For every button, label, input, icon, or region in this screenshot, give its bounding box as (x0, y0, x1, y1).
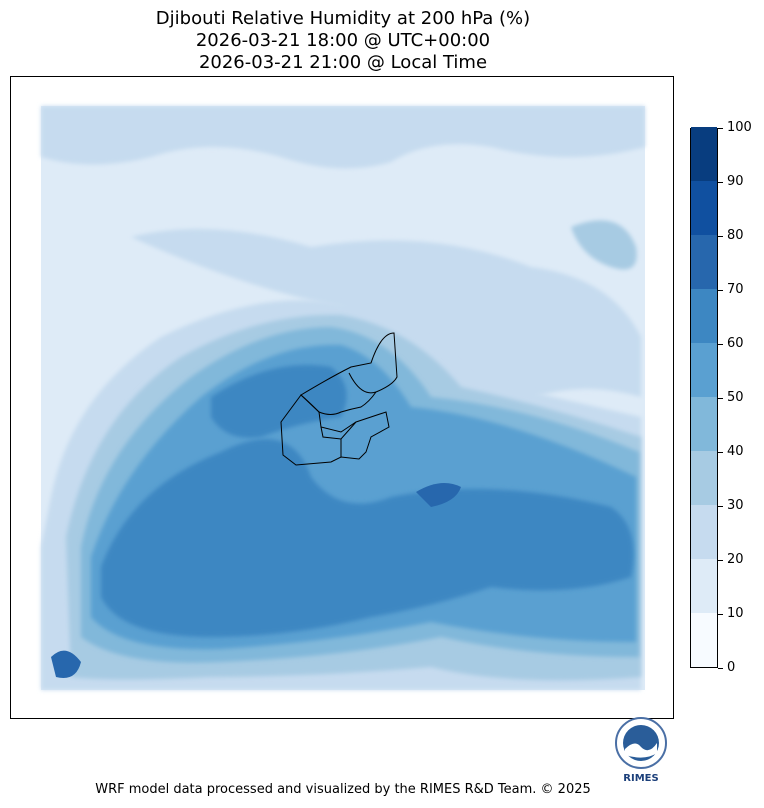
colorbar (690, 126, 718, 668)
colorbar-segment (691, 234, 717, 289)
colorbar-segment (691, 126, 717, 181)
colorbar-tick (718, 614, 723, 615)
colorbar-segment (691, 396, 717, 451)
contour-band-60 (211, 365, 347, 438)
colorbar-tick-label: 80 (727, 228, 744, 243)
colorbar-tick-label: 50 (727, 390, 744, 405)
colorbar-tick-label: 0 (727, 660, 736, 675)
colorbar-tick-label: 100 (727, 120, 752, 135)
colorbar-tick (718, 560, 723, 561)
colorbar-tick (718, 452, 723, 453)
colorbar-tick (718, 506, 723, 507)
contour-band-20 (41, 106, 645, 169)
colorbar-tick (718, 398, 723, 399)
colorbar-segment (691, 504, 717, 559)
colorbar-segment (691, 450, 717, 505)
colorbar-segment (691, 342, 717, 397)
colorbar-tick (718, 182, 723, 183)
logo-text: RIMES (623, 773, 658, 784)
map-frame[interactable]: RIMES (10, 76, 674, 784)
country-border (280, 332, 398, 466)
contour-band-60 (101, 439, 634, 637)
colorbar-tick-label: 30 (727, 498, 744, 513)
colorbar-tick (718, 290, 723, 291)
colorbar-tick (718, 128, 723, 129)
rimes-logo: RIMES (611, 717, 673, 785)
title-line-3: 2026-03-21 21:00 @ Local Time (198, 52, 488, 73)
colorbar-segment (691, 180, 717, 235)
colorbar-tick-label: 70 (727, 282, 744, 297)
contour-band-30 (571, 220, 637, 270)
contour-band-70 (416, 483, 461, 507)
humidity-map (41, 106, 645, 690)
colorbar-tick (718, 236, 723, 237)
colorbar-segment (691, 612, 717, 667)
colorbar-tick-label: 40 (727, 444, 744, 459)
footer-credit: WRF model data processed and visualized … (95, 782, 591, 797)
title-line-1: Djibouti Relative Humidity at 200 hPa (%… (155, 8, 531, 29)
colorbar-segment (691, 288, 717, 343)
colorbar-tick (718, 344, 723, 345)
colorbar-tick-label: 10 (727, 606, 744, 621)
contour-band-70 (51, 650, 81, 678)
colorbar-tick-label: 60 (727, 336, 744, 351)
title-line-2: 2026-03-21 18:00 @ UTC+00:00 (195, 30, 491, 51)
colorbar-tick-label: 20 (727, 552, 744, 567)
colorbar-tick-label: 90 (727, 174, 744, 189)
colorbar-tick (718, 668, 723, 669)
colorbar-segment (691, 558, 717, 613)
